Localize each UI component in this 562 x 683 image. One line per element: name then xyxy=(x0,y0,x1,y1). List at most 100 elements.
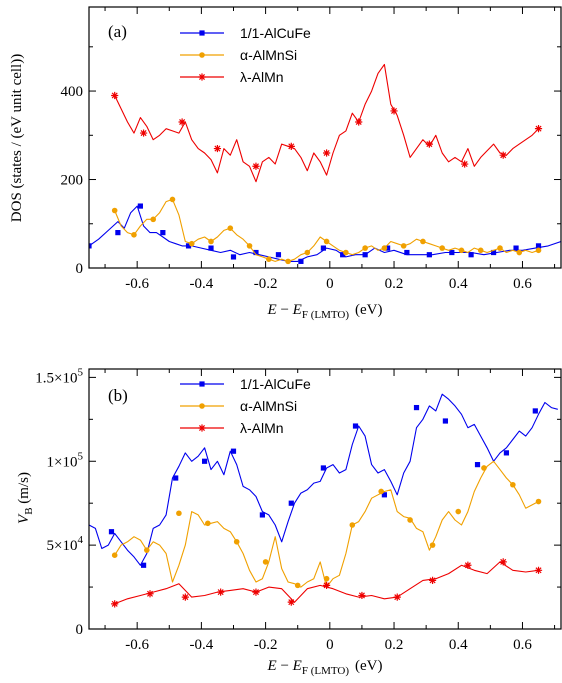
panel-b-label: (b) xyxy=(108,386,128,405)
data-point-almn xyxy=(425,140,433,148)
data-point-almn xyxy=(534,125,543,133)
panel-a-legend: 1/1-AlCuFe α-AlMnSi λ-AlMn xyxy=(180,25,311,85)
data-point-almn xyxy=(146,590,154,598)
x-tick-label: -0.4 xyxy=(190,637,214,653)
legend-marker xyxy=(199,30,205,36)
data-point-almnsi xyxy=(294,582,301,589)
legend-label: α-AlMnSi xyxy=(240,47,297,63)
data-point-almnsi xyxy=(420,238,426,245)
data-point-1-1-alcufe xyxy=(413,404,420,411)
legend-item-almnsi: α-AlMnSi xyxy=(180,398,297,414)
data-point-almnsi xyxy=(227,225,234,231)
data-point-almn xyxy=(323,149,331,157)
data-point-1-1-alcufe xyxy=(201,458,208,464)
data-point-almnsi xyxy=(246,243,253,249)
y-tick-label: 5×104 xyxy=(47,534,84,554)
series-1-1-alcufe xyxy=(89,393,558,568)
legend-label: α-AlMnSi xyxy=(240,398,297,414)
panel-b-legend: 1/1-AlCuFe α-AlMnSi λ-AlMn xyxy=(180,376,311,436)
data-point-almn xyxy=(139,129,148,137)
data-point-almn xyxy=(181,593,189,601)
data-point-almnsi xyxy=(143,547,150,553)
data-point-1-1-alcufe xyxy=(253,249,259,256)
data-point-almn xyxy=(461,160,469,168)
y-tick-label: 400 xyxy=(61,84,84,100)
data-point-almn xyxy=(111,91,119,100)
legend-marker xyxy=(198,424,206,432)
data-point-almnsi xyxy=(429,542,436,548)
y-axis-label-v: V xyxy=(16,513,32,524)
y-tick-label-exponent: 4 xyxy=(78,534,84,546)
data-point-almnsi xyxy=(349,522,356,528)
data-point-1-1-alcufe xyxy=(404,249,410,256)
data-point-almnsi xyxy=(233,538,240,545)
series-line-1-1-alcufe xyxy=(89,393,558,566)
data-point-1-1-alcufe xyxy=(381,492,388,498)
data-point-almn xyxy=(287,598,295,606)
y-tick-label-exponent: 5 xyxy=(78,366,84,378)
data-point-1-1-alcufe xyxy=(89,243,92,249)
data-point-almnsi xyxy=(131,232,137,238)
data-point-almnsi xyxy=(111,552,118,558)
data-point-almnsi xyxy=(188,240,195,247)
data-point-almnsi xyxy=(535,247,542,254)
panel-b: -0.6 -0.4 -0.2 0 0.2 0.4 0.605×1041×1051.5×105… xyxy=(16,366,562,677)
data-point-1-1-alcufe xyxy=(385,245,391,251)
data-point-almn xyxy=(213,144,222,153)
legend-marker xyxy=(199,381,205,387)
panel-a-label: (a) xyxy=(108,22,127,41)
data-point-almnsi xyxy=(169,196,176,203)
y-tick-label: 1.5×105 xyxy=(35,366,83,386)
panel-a-ticks: -0.6 -0.4 -0.2 0 0.2 0.4 0.6 0 200 400 xyxy=(61,7,561,292)
data-point-almnsi xyxy=(205,520,211,527)
y-axis-label-subscript: B xyxy=(23,507,35,514)
legend-marker xyxy=(199,52,205,58)
data-point-1-1-alcufe xyxy=(140,562,147,568)
legend-marker xyxy=(199,403,205,409)
data-point-1-1-alcufe xyxy=(503,450,510,456)
data-point-almn xyxy=(111,600,119,608)
data-point-1-1-alcufe xyxy=(490,249,497,256)
data-point-almnsi xyxy=(510,481,516,488)
data-point-almnsi xyxy=(266,256,272,262)
data-point-almn xyxy=(464,561,472,569)
x-tick-label: 0.4 xyxy=(449,276,468,292)
legend-item-1-1-alcufe: 1/1-AlCuFe xyxy=(180,376,311,392)
x-tick-label: -0.2 xyxy=(254,637,278,653)
panel-b-series-layer xyxy=(89,393,558,608)
data-point-almnsi xyxy=(497,245,503,251)
x-tick-label: 0 xyxy=(326,276,334,292)
legend-item-almnsi: α-AlMnSi xyxy=(180,47,297,63)
panel-a: -0.6 -0.4 -0.2 0 0.2 0.4 0.6 0 200 400 (a) 1/1-Al… xyxy=(9,6,562,321)
data-point-1-1-alcufe xyxy=(362,252,368,258)
data-point-almnsi xyxy=(323,238,330,245)
x-axis-label-ef: E xyxy=(292,658,302,674)
data-point-almn xyxy=(323,581,331,589)
x-axis-label-subscript: F (LMTO) xyxy=(302,309,349,321)
data-point-almn xyxy=(428,576,437,584)
legend-label: λ-AlMn xyxy=(240,420,284,436)
data-point-almnsi xyxy=(176,510,182,517)
data-point-1-1-alcufe xyxy=(532,408,538,414)
panel-a-frame xyxy=(88,6,562,269)
data-point-1-1-alcufe xyxy=(160,230,166,236)
x-tick-label: -0.2 xyxy=(254,276,278,292)
data-point-almn xyxy=(534,566,543,574)
data-point-1-1-alcufe xyxy=(468,252,474,258)
x-tick-label: -0.4 xyxy=(190,276,214,292)
data-point-almnsi xyxy=(439,245,445,251)
legend-label: λ-AlMn xyxy=(240,69,284,85)
data-point-almn xyxy=(217,588,225,596)
data-point-almn xyxy=(393,593,401,601)
x-axis-label-e: E xyxy=(267,658,277,674)
x-tick-label: 0.4 xyxy=(449,637,468,653)
data-point-1-1-alcufe xyxy=(173,475,179,481)
data-point-almnsi xyxy=(481,465,487,471)
panel-b-x-axis-label: E − EF (LMTO) (eV) xyxy=(267,658,383,677)
data-point-1-1-alcufe xyxy=(320,245,326,251)
data-point-almnsi xyxy=(362,245,368,251)
data-point-almnsi xyxy=(262,559,269,565)
x-tick-label: 0.6 xyxy=(513,276,532,292)
y-tick-label: 200 xyxy=(61,173,84,189)
